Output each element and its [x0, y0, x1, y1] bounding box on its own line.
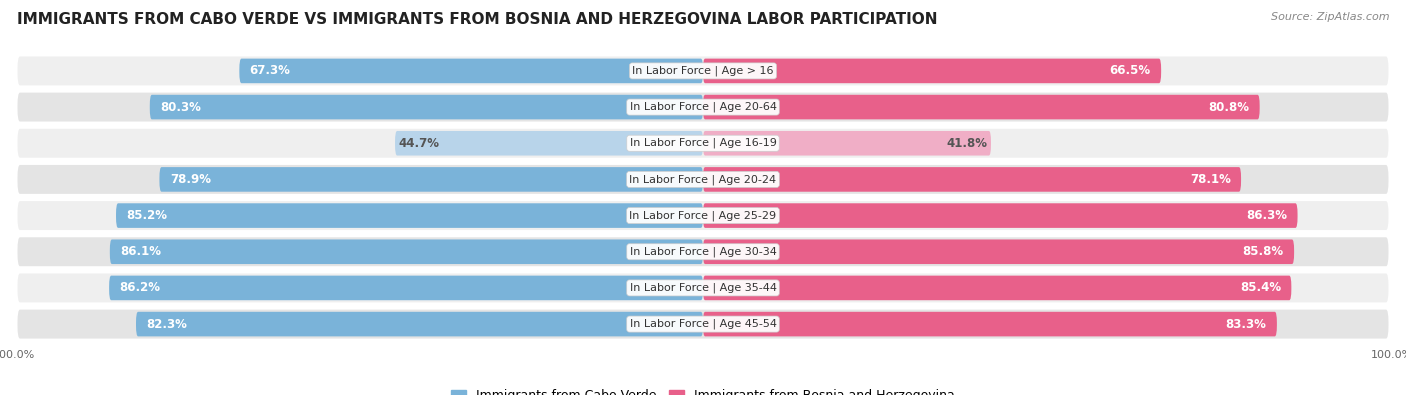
Text: IMMIGRANTS FROM CABO VERDE VS IMMIGRANTS FROM BOSNIA AND HERZEGOVINA LABOR PARTI: IMMIGRANTS FROM CABO VERDE VS IMMIGRANTS…	[17, 12, 938, 27]
Text: 67.3%: 67.3%	[250, 64, 291, 77]
FancyBboxPatch shape	[159, 167, 703, 192]
Text: 41.8%: 41.8%	[946, 137, 987, 150]
Text: In Labor Force | Age 16-19: In Labor Force | Age 16-19	[630, 138, 776, 149]
FancyBboxPatch shape	[17, 310, 1389, 339]
Text: In Labor Force | Age 20-64: In Labor Force | Age 20-64	[630, 102, 776, 112]
FancyBboxPatch shape	[703, 239, 1294, 264]
FancyBboxPatch shape	[110, 276, 703, 300]
FancyBboxPatch shape	[110, 239, 703, 264]
Text: In Labor Force | Age 30-34: In Labor Force | Age 30-34	[630, 246, 776, 257]
FancyBboxPatch shape	[17, 129, 1389, 158]
FancyBboxPatch shape	[703, 276, 1291, 300]
Text: 80.8%: 80.8%	[1208, 101, 1250, 114]
Text: In Labor Force | Age 35-44: In Labor Force | Age 35-44	[630, 283, 776, 293]
FancyBboxPatch shape	[117, 203, 703, 228]
Text: 86.3%: 86.3%	[1246, 209, 1288, 222]
Text: 85.8%: 85.8%	[1243, 245, 1284, 258]
FancyBboxPatch shape	[17, 92, 1389, 122]
FancyBboxPatch shape	[703, 131, 991, 156]
Text: 86.1%: 86.1%	[120, 245, 162, 258]
Legend: Immigrants from Cabo Verde, Immigrants from Bosnia and Herzegovina: Immigrants from Cabo Verde, Immigrants f…	[446, 384, 960, 395]
FancyBboxPatch shape	[17, 56, 1389, 85]
FancyBboxPatch shape	[703, 95, 1260, 119]
Text: 85.2%: 85.2%	[127, 209, 167, 222]
Text: 86.2%: 86.2%	[120, 281, 160, 294]
FancyBboxPatch shape	[17, 273, 1389, 303]
FancyBboxPatch shape	[150, 95, 703, 119]
FancyBboxPatch shape	[703, 58, 1161, 83]
FancyBboxPatch shape	[239, 58, 703, 83]
Text: 78.9%: 78.9%	[170, 173, 211, 186]
Text: 66.5%: 66.5%	[1109, 64, 1152, 77]
Text: In Labor Force | Age 25-29: In Labor Force | Age 25-29	[630, 210, 776, 221]
Text: 44.7%: 44.7%	[398, 137, 440, 150]
FancyBboxPatch shape	[703, 203, 1298, 228]
Text: 78.1%: 78.1%	[1189, 173, 1230, 186]
Text: Source: ZipAtlas.com: Source: ZipAtlas.com	[1271, 12, 1389, 22]
FancyBboxPatch shape	[17, 237, 1389, 266]
FancyBboxPatch shape	[703, 167, 1241, 192]
Text: 82.3%: 82.3%	[146, 318, 187, 331]
FancyBboxPatch shape	[17, 165, 1389, 194]
Text: In Labor Force | Age 45-54: In Labor Force | Age 45-54	[630, 319, 776, 329]
Text: In Labor Force | Age > 16: In Labor Force | Age > 16	[633, 66, 773, 76]
Text: 85.4%: 85.4%	[1240, 281, 1281, 294]
Text: 80.3%: 80.3%	[160, 101, 201, 114]
FancyBboxPatch shape	[17, 201, 1389, 230]
Text: 83.3%: 83.3%	[1226, 318, 1267, 331]
Text: In Labor Force | Age 20-24: In Labor Force | Age 20-24	[630, 174, 776, 185]
FancyBboxPatch shape	[395, 131, 703, 156]
FancyBboxPatch shape	[703, 312, 1277, 337]
FancyBboxPatch shape	[136, 312, 703, 337]
